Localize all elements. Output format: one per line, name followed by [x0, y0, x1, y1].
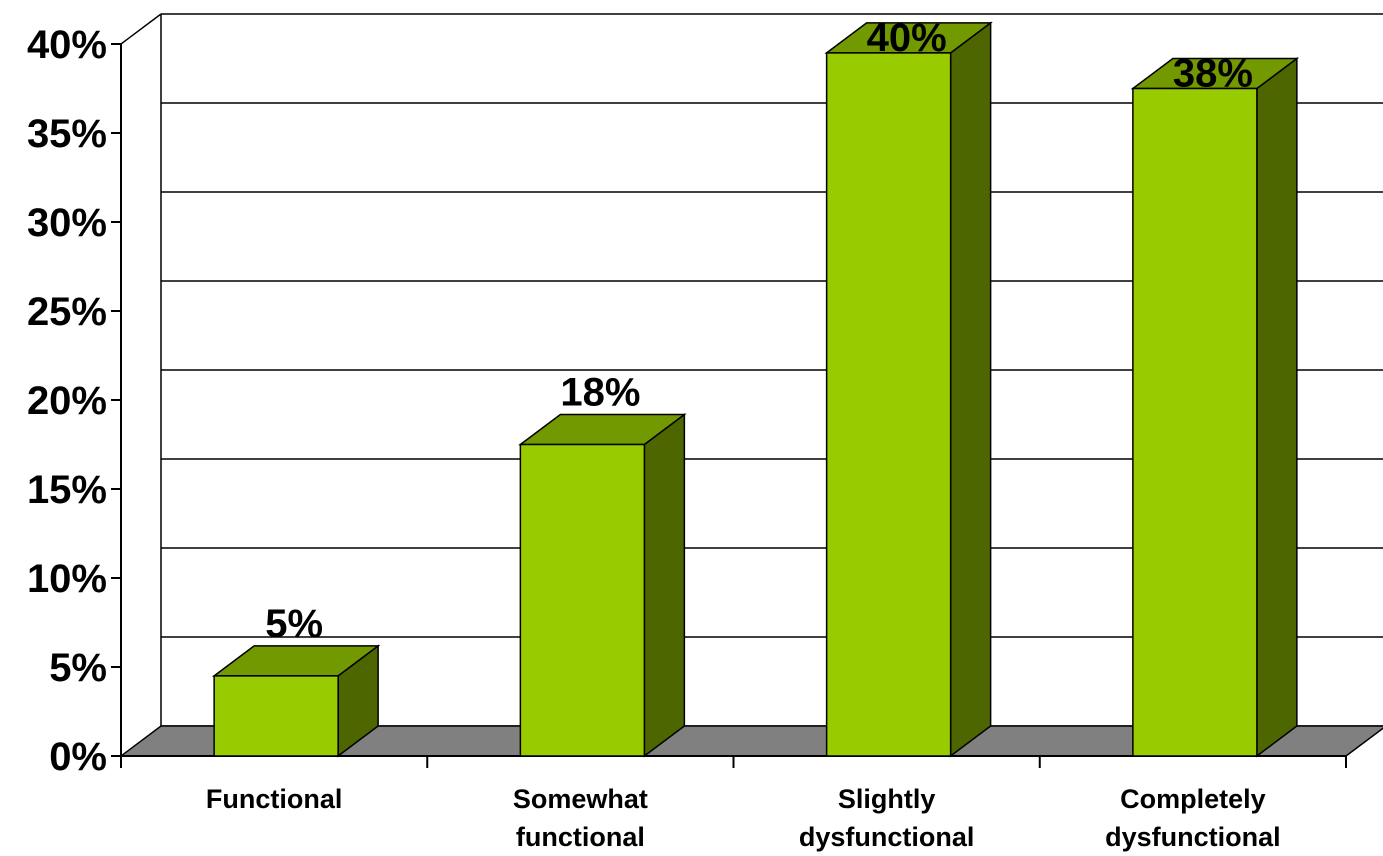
- bar: [1130, 57, 1300, 758]
- y-tick-label: 35%: [27, 112, 107, 156]
- data-label: 38%: [1173, 52, 1253, 96]
- bar-side: [643, 413, 686, 758]
- data-label: 5%: [265, 602, 323, 646]
- bar-front: [1132, 87, 1258, 757]
- y-tick-label: 5%: [49, 646, 107, 690]
- bar: [824, 21, 993, 758]
- bar: [518, 413, 687, 758]
- side-wall-top-edge: [120, 13, 162, 45]
- bar-front: [213, 675, 339, 757]
- y-tick-label: 30%: [27, 201, 107, 245]
- bar-front: [825, 52, 952, 757]
- y-tick-label: 0%: [49, 735, 107, 779]
- x-tick-label: Functional: [206, 784, 343, 814]
- gridlines: [161, 13, 1383, 727]
- x-tick-label: Completely dysfunctional: [1105, 784, 1281, 852]
- bar: [211, 644, 381, 758]
- y-tick-label: 10%: [27, 557, 107, 601]
- bar-side: [949, 21, 992, 758]
- y-tick-label: 25%: [27, 290, 107, 334]
- y-tick-label: 15%: [27, 468, 107, 512]
- bar-front: [519, 443, 646, 757]
- y-tick-label: 20%: [27, 379, 107, 423]
- y-tick-label: 40%: [27, 23, 107, 67]
- x-tick-label: Somewhat functional: [513, 784, 648, 852]
- data-label: 18%: [560, 371, 640, 415]
- x-tick-label: Slightly dysfunctional: [799, 784, 975, 852]
- data-label: 40%: [867, 16, 947, 60]
- bar-side: [1256, 57, 1298, 758]
